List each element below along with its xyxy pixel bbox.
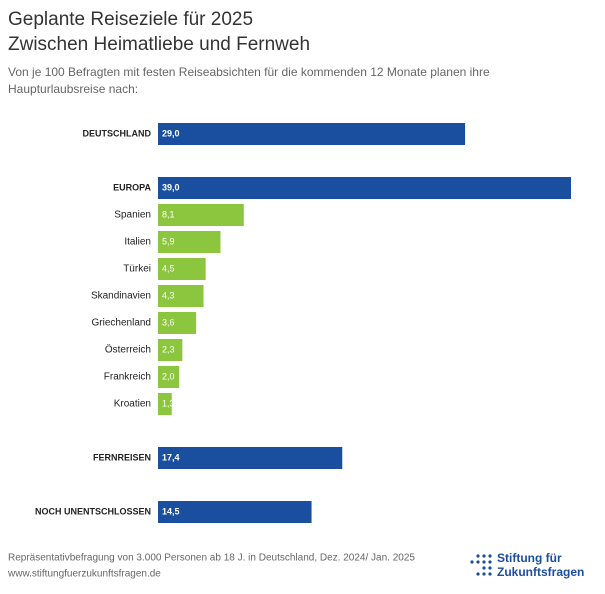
y-tick-label: Griechenland	[92, 318, 151, 329]
value-label: 2,0	[162, 371, 175, 381]
logo-text: Stiftung für	[497, 551, 562, 565]
bar	[158, 366, 180, 388]
bar	[158, 447, 343, 469]
y-tick-label: Türkei	[123, 264, 151, 275]
value-label: 1,3	[162, 398, 175, 408]
y-tick-label: FERNREISEN	[93, 452, 151, 462]
bar	[158, 123, 466, 145]
bar	[158, 501, 312, 523]
value-label: 3,6	[162, 317, 175, 327]
chart-title: Geplante Reiseziele für 2025	[8, 9, 253, 30]
y-tick-label: EUROPA	[113, 182, 151, 192]
y-tick-label: Kroatien	[114, 399, 151, 410]
value-label: 39,0	[162, 182, 180, 192]
value-label: 5,9	[162, 236, 175, 246]
value-label: 17,4	[162, 452, 180, 462]
chart-subtitle: Zwischen Heimatliebe und Fernweh	[8, 34, 310, 55]
source: Repräsentativbefragung von 3.000 Persone…	[8, 553, 415, 564]
bar	[158, 231, 221, 253]
bar	[158, 285, 204, 307]
y-tick-label: Frankreich	[104, 372, 151, 383]
bar	[158, 393, 172, 415]
value-label: 29,0	[162, 128, 180, 138]
description: Haupturlaubsreise nach:	[8, 82, 138, 96]
y-tick-label: Österreich	[105, 344, 151, 356]
logo-dots	[470, 554, 492, 576]
bar	[158, 339, 183, 361]
value-label: 8,1	[162, 209, 175, 219]
url: www.stiftungfuerzukunftsfragen.de	[7, 569, 161, 580]
y-tick-label: Skandinavien	[91, 291, 151, 302]
y-tick-label: NOCH UNENTSCHLOSSEN	[35, 506, 151, 516]
value-label: 4,5	[162, 263, 175, 273]
bar	[158, 258, 206, 280]
bar	[158, 312, 197, 334]
bar	[158, 177, 571, 199]
y-tick-label: DEUTSCHLAND	[83, 128, 152, 138]
bar	[158, 204, 244, 226]
value-label: 2,3	[162, 344, 175, 354]
y-tick-label: Spanien	[114, 210, 151, 221]
value-label: 4,3	[162, 290, 175, 300]
description: Von je 100 Befragten mit festen Reiseabs…	[8, 65, 490, 79]
y-tick-label: Italien	[124, 237, 151, 248]
value-label: 14,5	[162, 506, 180, 516]
logo-text: Zukunftsfragen	[497, 565, 584, 579]
